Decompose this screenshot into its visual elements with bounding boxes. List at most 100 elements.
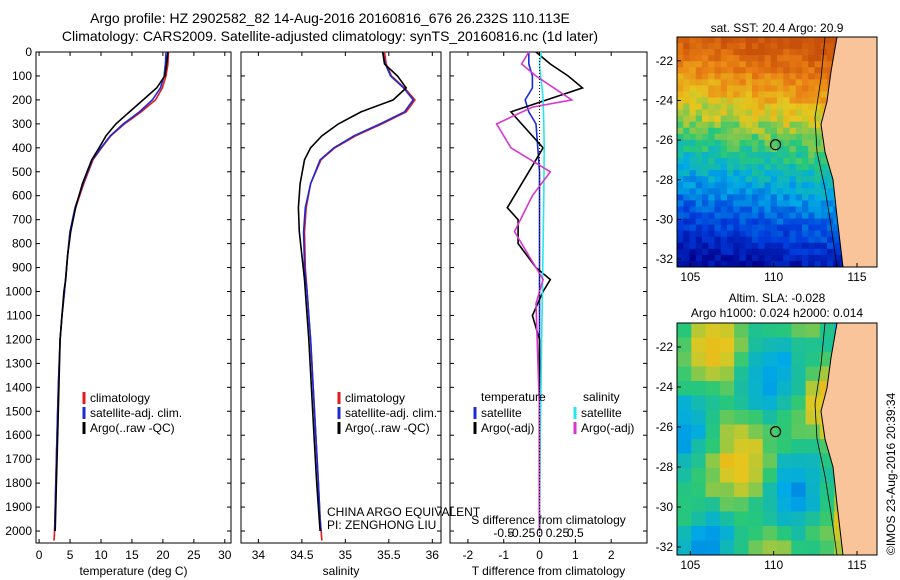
map-cell: [819, 540, 835, 555]
map-cell: [808, 194, 816, 202]
land-polygon: [820, 37, 877, 267]
map-cell: [689, 152, 697, 159]
map-cell: [777, 236, 784, 244]
map-cell: [702, 97, 709, 105]
map-cell: [802, 103, 809, 111]
map-cell: [748, 453, 764, 469]
map-cell: [727, 224, 734, 232]
map-cell: [789, 260, 797, 267]
map-cell: [705, 526, 721, 542]
map-cell: [802, 254, 809, 262]
map-cell: [705, 381, 721, 397]
map-cell: [734, 497, 750, 513]
map-cell: [791, 352, 807, 368]
map-cell: [805, 323, 821, 339]
map-cell: [689, 55, 697, 62]
map-cell: [783, 212, 791, 220]
map-cell: [783, 133, 791, 141]
map-cell: [752, 55, 759, 62]
legend-label: Argo(..raw -QC): [90, 421, 175, 435]
map-cell: [789, 254, 797, 262]
map-cell: [714, 152, 722, 159]
salinity-frame: [240, 51, 442, 544]
map-cell: [789, 109, 797, 117]
map-cell: [758, 85, 766, 93]
map-cell: [789, 158, 797, 165]
y-tick-label: 1500: [5, 404, 32, 418]
map-cell: [727, 236, 734, 244]
map-cell: [758, 97, 766, 105]
map-cell: [708, 43, 716, 50]
map-cell: [695, 103, 703, 111]
map-cell: [814, 230, 822, 238]
map-cell: [808, 133, 816, 141]
map-cell: [714, 109, 722, 117]
depth-contour: [814, 323, 838, 555]
map-cell: [770, 133, 778, 141]
map-cell: [677, 182, 684, 189]
map-cell: [827, 224, 834, 232]
y-tick-label: 1700: [5, 452, 32, 466]
map-cell: [805, 395, 821, 411]
map-cell: [764, 218, 772, 226]
map-cell: [695, 164, 703, 171]
map-cell: [708, 97, 716, 105]
map-cell: [819, 526, 835, 542]
y-tick-label: 400: [12, 141, 32, 155]
map-cell: [720, 200, 728, 208]
map-cell: [802, 133, 809, 141]
map-cell: [727, 260, 734, 267]
map-cell: [762, 410, 778, 426]
map-cell: [702, 218, 709, 226]
map-cell: [833, 224, 841, 232]
map-cell: [770, 85, 778, 93]
map-cell: [683, 164, 691, 171]
map-cell: [683, 248, 691, 256]
map-cell: [720, 242, 728, 250]
map-cell: [727, 188, 734, 195]
map-cell: [677, 381, 692, 397]
map-cell: [777, 453, 792, 469]
land-polygon: [820, 323, 877, 555]
map-cell: [764, 170, 772, 177]
map-cell: [808, 158, 816, 165]
map-cell: [814, 236, 822, 244]
map-cell: [783, 218, 791, 226]
map-cell: [745, 230, 753, 238]
y-tick-label: 300: [12, 117, 32, 131]
map-cell: [745, 133, 753, 141]
map-cell: [720, 260, 728, 267]
map-cell: [783, 97, 791, 105]
map-y-tick-label: -30: [656, 500, 674, 514]
map-cell: [695, 97, 703, 105]
map-cell: [727, 139, 734, 147]
map-cell: [683, 236, 691, 244]
map-cell: [827, 200, 834, 208]
map-cell: [777, 482, 792, 498]
map-cell: [702, 194, 709, 202]
map-cell: [820, 158, 828, 165]
map-cell: [770, 121, 778, 129]
map-cell: [758, 133, 766, 141]
map-cell: [770, 224, 778, 232]
map-cell: [808, 170, 816, 177]
map-cell: [789, 230, 797, 238]
map-cell: [677, 109, 684, 117]
map-cell: [808, 188, 816, 195]
map-cell: [733, 67, 741, 74]
sla-map-title-line1: Altim. SLA: -0.028: [729, 291, 826, 305]
map-cell: [734, 468, 750, 484]
map-cell: [808, 61, 816, 68]
map-cell: [708, 260, 716, 267]
map-cell: [702, 145, 709, 153]
map-cell: [814, 194, 822, 202]
map-cell: [720, 176, 728, 183]
map-cell: [814, 212, 822, 220]
map-cell: [702, 55, 709, 62]
map-cell: [777, 37, 784, 44]
x-tick-label: 36: [426, 548, 440, 562]
map-cell: [727, 218, 734, 226]
map-cell: [795, 67, 803, 74]
map-cell: [789, 49, 797, 56]
map-cell: [783, 206, 791, 214]
